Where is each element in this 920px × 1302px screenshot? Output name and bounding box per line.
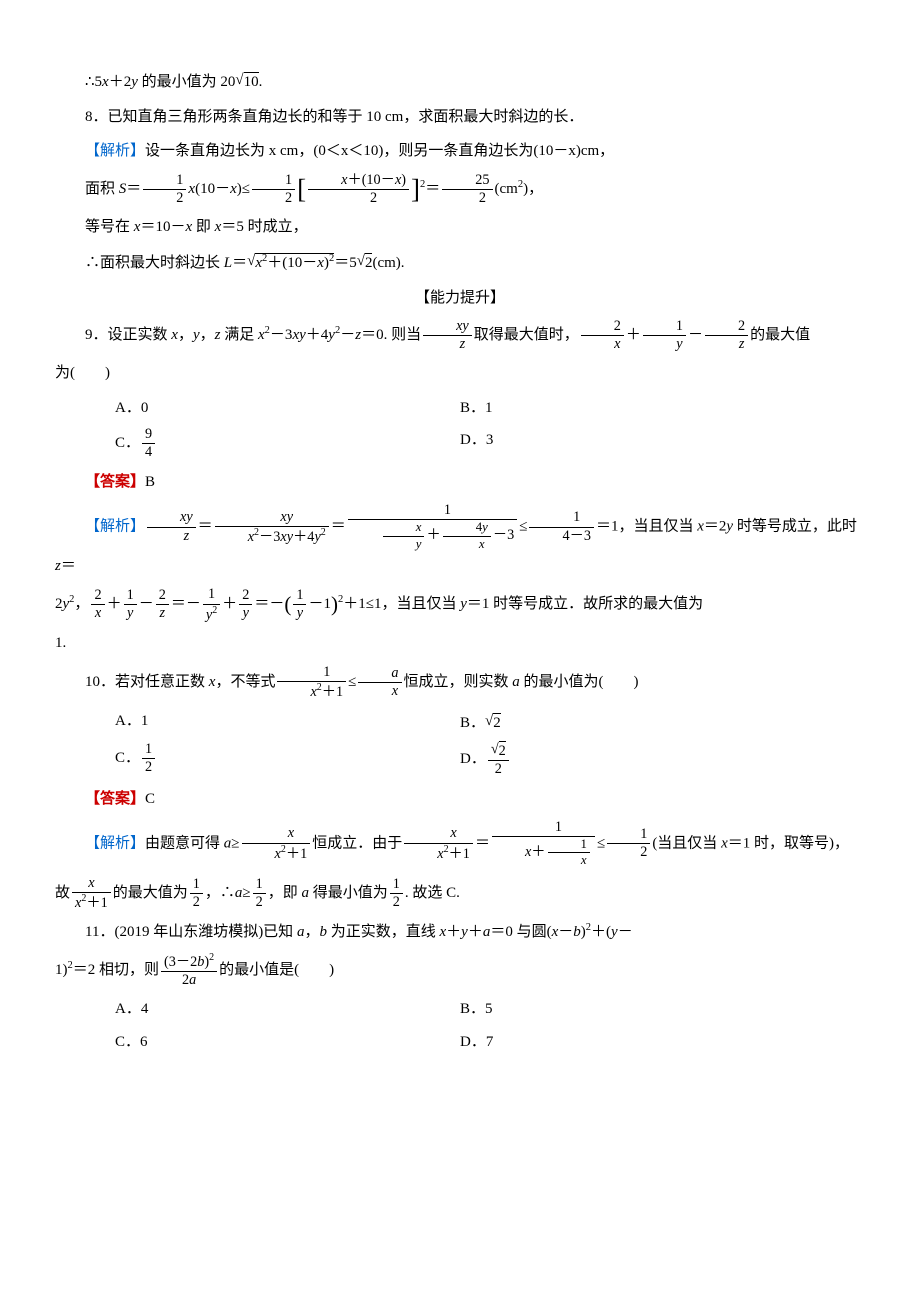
p9-question-cont: 为( ) xyxy=(55,359,865,388)
p7-continuation: ∴5x＋2y 的最小值为 20√10. xyxy=(55,66,865,97)
p9-options-row1: A．0 B．1 xyxy=(115,394,865,423)
p11-question-line2: 1)2＝2 相切，则(3－2b)22a的最小值是( ) xyxy=(55,952,865,989)
p9-question: 9．设正实数 x，y，z 满足 x2－3xy＋4y2－z＝0. 则当xyz取得最… xyxy=(55,318,865,353)
p10-options-row2: C．12 D．√22 xyxy=(115,741,865,778)
p9-options-row2: C．94 D．3 xyxy=(115,426,865,461)
p11-options-row1: A．4 B．5 xyxy=(115,995,865,1024)
p10-option-b: B．√2 xyxy=(460,707,805,738)
p10-option-d: D．√22 xyxy=(460,741,805,778)
p11-option-c: C．6 xyxy=(115,1028,460,1057)
p10-solution-line1: 【解析】由题意可得 a≥xx2＋1恒成立．由于xx2＋1＝1x＋1x≤12(当且… xyxy=(55,819,865,869)
p9-option-c: C．94 xyxy=(115,426,460,461)
solution-label: 【解析】 xyxy=(85,835,145,851)
p8-question: 8．已知直角三角形两条直角边长的和等于 10 cm，求面积最大时斜边的长． xyxy=(55,103,865,132)
p10-option-c: C．12 xyxy=(115,741,460,778)
p9-option-d: D．3 xyxy=(460,426,805,461)
p10-options-row1: A．1 B．√2 xyxy=(115,707,865,738)
p8-solution-line1: 【解析】设一条直角边长为 x cm，(0＜x＜10)，则另一条直角边长为(10－… xyxy=(55,137,865,166)
p10-answer: 【答案】C xyxy=(55,785,865,814)
p10-option-a: A．1 xyxy=(115,707,460,738)
p11-option-a: A．4 xyxy=(115,995,460,1024)
p11-option-b: B．5 xyxy=(460,995,805,1024)
p10-question: 10．若对任意正数 x，不等式1x2＋1≤ax恒成立，则实数 a 的最小值为( … xyxy=(55,664,865,701)
solution-label: 【解析】 xyxy=(85,518,145,534)
p11-question-line1: 11．(2019 年山东潍坊模拟)已知 a，b 为正实数，直线 x＋y＋a＝0 … xyxy=(55,918,865,947)
answer-label: 【答案】 xyxy=(85,791,145,807)
p8-solution-line2: 面积 S＝12x(10－x)≤12[x＋(10－x)2]2＝252(cm2)， xyxy=(55,172,865,207)
p9-option-a: A．0 xyxy=(115,394,460,423)
p11-option-d: D．7 xyxy=(460,1028,805,1057)
answer-label: 【答案】 xyxy=(85,474,145,490)
p10-solution-line2: 故xx2＋1的最大值为12，∴a≥12，即 a 得最小值为12. 故选 C. xyxy=(55,875,865,912)
p11-options-row2: C．6 D．7 xyxy=(115,1028,865,1057)
p8-solution-line4: ∴面积最大时斜边长 L＝√x2＋(10－x)2＝5√2(cm). xyxy=(55,247,865,278)
p9-solution-line1: 【解析】xyz＝xyx2－3xy＋4y2＝1xy＋4yx－3≤14－3＝1，当且… xyxy=(55,502,865,580)
section-title: 【能力提升】 xyxy=(55,284,865,313)
p9-solution-line3: 1. xyxy=(55,629,865,658)
solution-label: 【解析】 xyxy=(85,143,145,159)
p9-solution-line2: 2y2，2x＋1y－2z＝－1y2＋2y＝－(1y－1)2＋1≤1，当且仅当 y… xyxy=(55,586,865,623)
p9-answer: 【答案】B xyxy=(55,468,865,497)
p8-solution-line3: 等号在 x＝10－x 即 x＝5 时成立， xyxy=(55,213,865,242)
p9-option-b: B．1 xyxy=(460,394,805,423)
